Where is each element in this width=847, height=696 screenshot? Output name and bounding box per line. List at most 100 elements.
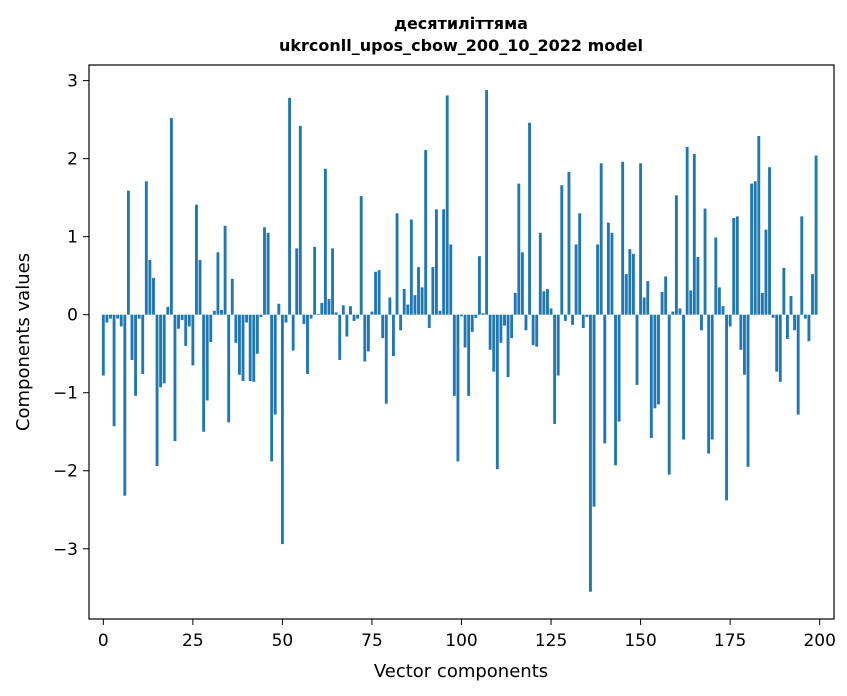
bar (524, 314, 528, 331)
bar (155, 314, 159, 467)
bar (159, 314, 163, 388)
bar (399, 314, 403, 331)
bar (624, 274, 628, 315)
bar (814, 155, 818, 315)
bar (732, 217, 736, 315)
bar (395, 213, 399, 315)
bar (384, 314, 388, 404)
plot-area-frame (88, 64, 835, 620)
bar (413, 295, 417, 315)
bar (789, 295, 793, 315)
bar (710, 314, 714, 440)
bar (438, 310, 442, 315)
x-tick-label: 175 (714, 631, 746, 651)
bar (811, 274, 814, 315)
bar (513, 292, 517, 315)
bar (610, 232, 614, 315)
bar (671, 311, 675, 315)
bar (284, 314, 288, 323)
bar (628, 249, 632, 315)
bar (334, 312, 338, 315)
bar (381, 314, 385, 339)
bar (427, 314, 431, 328)
bar (327, 299, 331, 315)
bar (631, 253, 635, 315)
bar (148, 260, 152, 315)
bar (134, 314, 137, 396)
bar (234, 314, 238, 343)
y-axis-ticks: −3 −2 −1 0 1 2 3 (53, 72, 89, 560)
bar (109, 314, 112, 319)
bar (230, 278, 234, 315)
y-tick-label: −1 (53, 384, 78, 404)
bar (535, 314, 539, 347)
bar (538, 232, 542, 315)
bar (506, 314, 510, 378)
bar (653, 314, 657, 409)
bar (331, 248, 334, 315)
bar (245, 314, 249, 323)
bar (212, 310, 216, 315)
bar (499, 314, 503, 343)
bar (721, 306, 725, 315)
bar (556, 314, 560, 376)
bar (216, 252, 220, 315)
bar (309, 314, 313, 319)
bar (241, 314, 245, 382)
bar (725, 314, 728, 501)
bar (141, 314, 145, 374)
bar (549, 308, 553, 315)
bar (116, 314, 120, 319)
bar (431, 267, 435, 315)
bar (567, 171, 571, 315)
bar (406, 304, 410, 315)
bar (259, 314, 263, 318)
bar (578, 213, 582, 315)
bar (775, 314, 779, 372)
bar (184, 314, 188, 346)
bar (606, 222, 610, 315)
bar (635, 314, 639, 385)
x-axis-ticks: 0 25 50 75 100 125 150 175 200 (98, 619, 836, 651)
bar (617, 314, 621, 422)
bar (101, 314, 105, 376)
bar (445, 95, 449, 315)
bar (678, 308, 682, 315)
bar (205, 314, 209, 401)
bar (692, 153, 696, 315)
x-axis-label: Vector components (374, 661, 548, 682)
bar (392, 314, 395, 357)
x-tick-label: 150 (624, 631, 656, 651)
bar (144, 181, 148, 315)
bar (750, 183, 754, 315)
chart-title-line-1: десятиліттяма (394, 14, 528, 33)
bar (119, 314, 123, 327)
bar (728, 314, 732, 327)
bar (495, 314, 499, 470)
bar (105, 314, 109, 323)
y-tick-label: −3 (53, 540, 78, 560)
bar (112, 314, 116, 427)
y-tick-label: 0 (67, 306, 78, 326)
bar (664, 276, 668, 315)
bar (255, 314, 259, 354)
bar (273, 314, 277, 415)
bar (674, 195, 678, 315)
bar (807, 314, 811, 342)
bar (689, 290, 693, 315)
bar (768, 167, 771, 315)
bar (717, 287, 721, 315)
bar (295, 248, 299, 315)
bar (238, 314, 241, 375)
bar (220, 310, 223, 315)
bar (223, 225, 227, 315)
x-tick-label: 50 (272, 631, 294, 651)
y-tick-label: −2 (53, 462, 78, 482)
bar (571, 314, 574, 325)
bar (542, 291, 546, 315)
bar (288, 97, 292, 315)
bar (302, 314, 306, 325)
bar (642, 297, 646, 315)
bar (352, 314, 356, 321)
bar (682, 314, 685, 440)
